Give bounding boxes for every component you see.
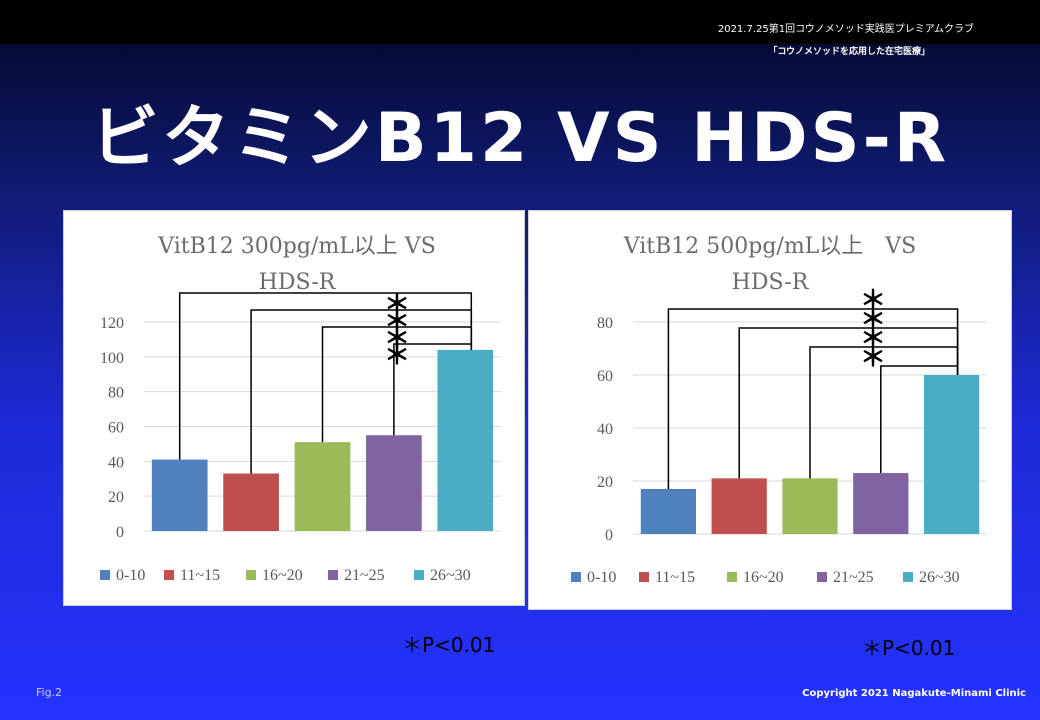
top-bar [0, 0, 1040, 44]
significance-marker: ＊ [860, 305, 886, 335]
bar-5 [923, 375, 980, 534]
significance-marker: ＊ [384, 290, 410, 320]
legend-swatch [571, 572, 581, 582]
legend-swatch [727, 572, 737, 582]
bar-3 [782, 478, 838, 534]
legend-swatch [639, 572, 649, 582]
y-tick-label: 20 [597, 474, 613, 491]
significance-marker: ＊ [384, 307, 410, 337]
legend-swatch [328, 570, 338, 580]
legend-swatch [164, 570, 174, 580]
legend-swatch [246, 570, 256, 580]
figure-label: Fig.2 [36, 686, 63, 699]
y-tick-label: 60 [597, 368, 613, 385]
legend-swatch [903, 572, 913, 582]
p-value-note-right: ＊P<0.01 [862, 636, 956, 660]
legend-label: 11~15 [180, 567, 220, 584]
bar-1 [151, 459, 208, 531]
chart-panel-left: VitB12 300pg/mL以上 VS HDS-R 0 20 40 60 80 100 120… [63, 210, 525, 606]
legend-swatch [414, 570, 424, 580]
header-subtitle: 「コウノメソッドを応用した在宅医療」 [768, 47, 930, 57]
legend-label: 26~30 [919, 569, 960, 586]
legend-label: 16~20 [262, 567, 303, 584]
bar-3 [294, 442, 351, 531]
significance-bracket [880, 365, 959, 474]
significance-bracket [667, 308, 959, 489]
significance-marker: ＊ [384, 324, 410, 354]
y-tick-label: 80 [597, 315, 613, 332]
chart-left: VitB12 300pg/mL以上 VS HDS-R 0 20 40 60 80 100 120… [100, 234, 501, 584]
header-event: 2021.7.25第1回コウノメソッド実践医プレミアムクラブ [717, 24, 974, 35]
bar-1 [640, 488, 697, 534]
y-tick-label: 120 [100, 315, 124, 332]
significance-marker: ＊ [860, 324, 886, 354]
chart-title-line: VitB12 500pg/mL以上 VS [623, 234, 917, 259]
chart-title-line: HDS-R [259, 270, 337, 295]
p-value-note-left: ＊P<0.01 [402, 633, 496, 657]
significance-bracket [809, 346, 959, 479]
y-tick-label: 0 [605, 527, 613, 544]
chart-title-line: VitB12 300pg/mL以上 VS [157, 234, 436, 259]
significance-marker: ＊ [860, 343, 886, 373]
significance-marker: ＊ [384, 341, 410, 371]
bar-2 [711, 478, 767, 534]
slide-title: ビタミンB12 VS HDS-R [90, 99, 950, 178]
legend-label: 0-10 [116, 567, 145, 584]
legend-label: 26~30 [430, 567, 471, 584]
bar-4 [853, 473, 909, 534]
y-tick-label: 0 [116, 524, 124, 541]
bar-5 [437, 349, 494, 531]
chart-title-line: HDS-R [732, 270, 810, 295]
legend-label: 11~15 [655, 569, 695, 586]
legend-label: 21~25 [833, 569, 874, 586]
y-tick-label: 100 [100, 350, 124, 367]
legend-label: 16~20 [743, 569, 784, 586]
y-tick-label: 80 [108, 385, 124, 402]
legend-swatch [100, 570, 110, 580]
chart-panel-right: VitB12 500pg/mL以上 VS HDS-R 0 20 40 60 80 ＊＊＊＊ 0-… [528, 210, 1012, 610]
legend-label: 21~25 [344, 567, 385, 584]
y-tick-label: 60 [108, 420, 124, 437]
y-tick-label: 40 [108, 454, 124, 471]
significance-bracket [178, 292, 473, 460]
chart-right: VitB12 500pg/mL以上 VSHDS-R020406080＊＊＊＊0-… [571, 234, 987, 586]
significance-marker: ＊ [860, 286, 886, 316]
bar-2 [223, 473, 279, 531]
y-tick-label: 20 [108, 489, 124, 506]
legend-label: 0-10 [587, 569, 616, 586]
copyright: Copyright 2021 Nagakute-Minami Clinic [802, 688, 1026, 699]
significance-bracket [321, 326, 473, 443]
bar-4 [366, 435, 422, 531]
y-tick-label: 40 [597, 421, 613, 438]
legend-swatch [817, 572, 827, 582]
significance-bracket [393, 343, 473, 436]
